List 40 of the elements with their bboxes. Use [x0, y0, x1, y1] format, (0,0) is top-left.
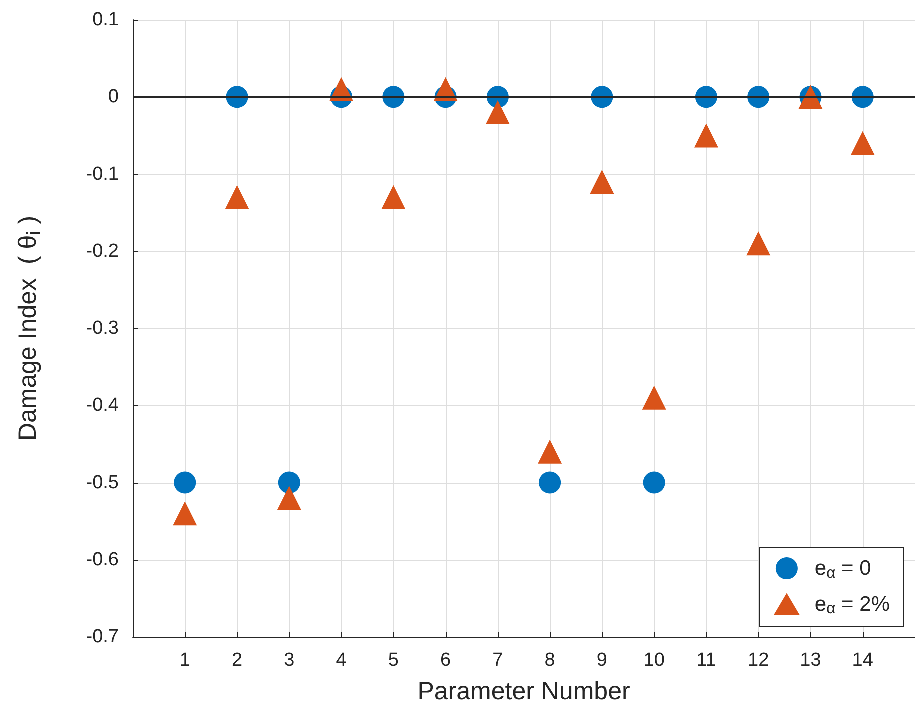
point	[643, 472, 666, 494]
point	[746, 232, 771, 256]
x-tick-label: 9	[596, 650, 608, 671]
y-axis-title: Damage Index ( θi )	[14, 216, 44, 442]
y-tick-label: -0.2	[86, 240, 119, 262]
x-tick-label: 7	[492, 650, 504, 671]
point	[642, 386, 666, 410]
x-tick-label: 13	[800, 650, 822, 671]
point	[538, 440, 562, 464]
x-tick-label: 2	[232, 650, 243, 671]
x-tick-label: 10	[644, 650, 665, 671]
x-tick-label: 12	[748, 650, 770, 671]
point	[539, 472, 562, 494]
point	[382, 185, 406, 210]
y-tick-label: -0.1	[86, 164, 119, 185]
point	[850, 131, 875, 156]
point	[174, 472, 196, 494]
x-tick-label: 4	[336, 650, 348, 671]
point	[278, 472, 300, 494]
point	[590, 170, 614, 194]
point	[277, 486, 302, 510]
y-tick-label: -0.6	[86, 549, 119, 570]
y-tick-label: 0	[108, 86, 119, 108]
x-tick-label: 6	[440, 650, 452, 671]
point	[173, 502, 198, 526]
x-tick-label: 1	[180, 650, 190, 671]
y-tick-label: -0.3	[86, 318, 119, 339]
x-tick-label: 14	[852, 650, 874, 671]
point	[225, 185, 250, 210]
y-tick-label: -0.4	[86, 395, 120, 416]
x-tick-label: 5	[388, 650, 399, 671]
point	[694, 124, 718, 148]
x-tick-label: 11	[696, 650, 716, 671]
x-tick-label: 8	[544, 650, 556, 671]
y-tick-label: -0.5	[86, 472, 119, 494]
point	[486, 100, 510, 125]
y-tick-label: 0.1	[92, 10, 119, 30]
x-axis-title: Parameter Number	[418, 678, 630, 706]
y-tick-label: -0.7	[86, 626, 119, 648]
x-tick-label: 3	[284, 650, 295, 671]
